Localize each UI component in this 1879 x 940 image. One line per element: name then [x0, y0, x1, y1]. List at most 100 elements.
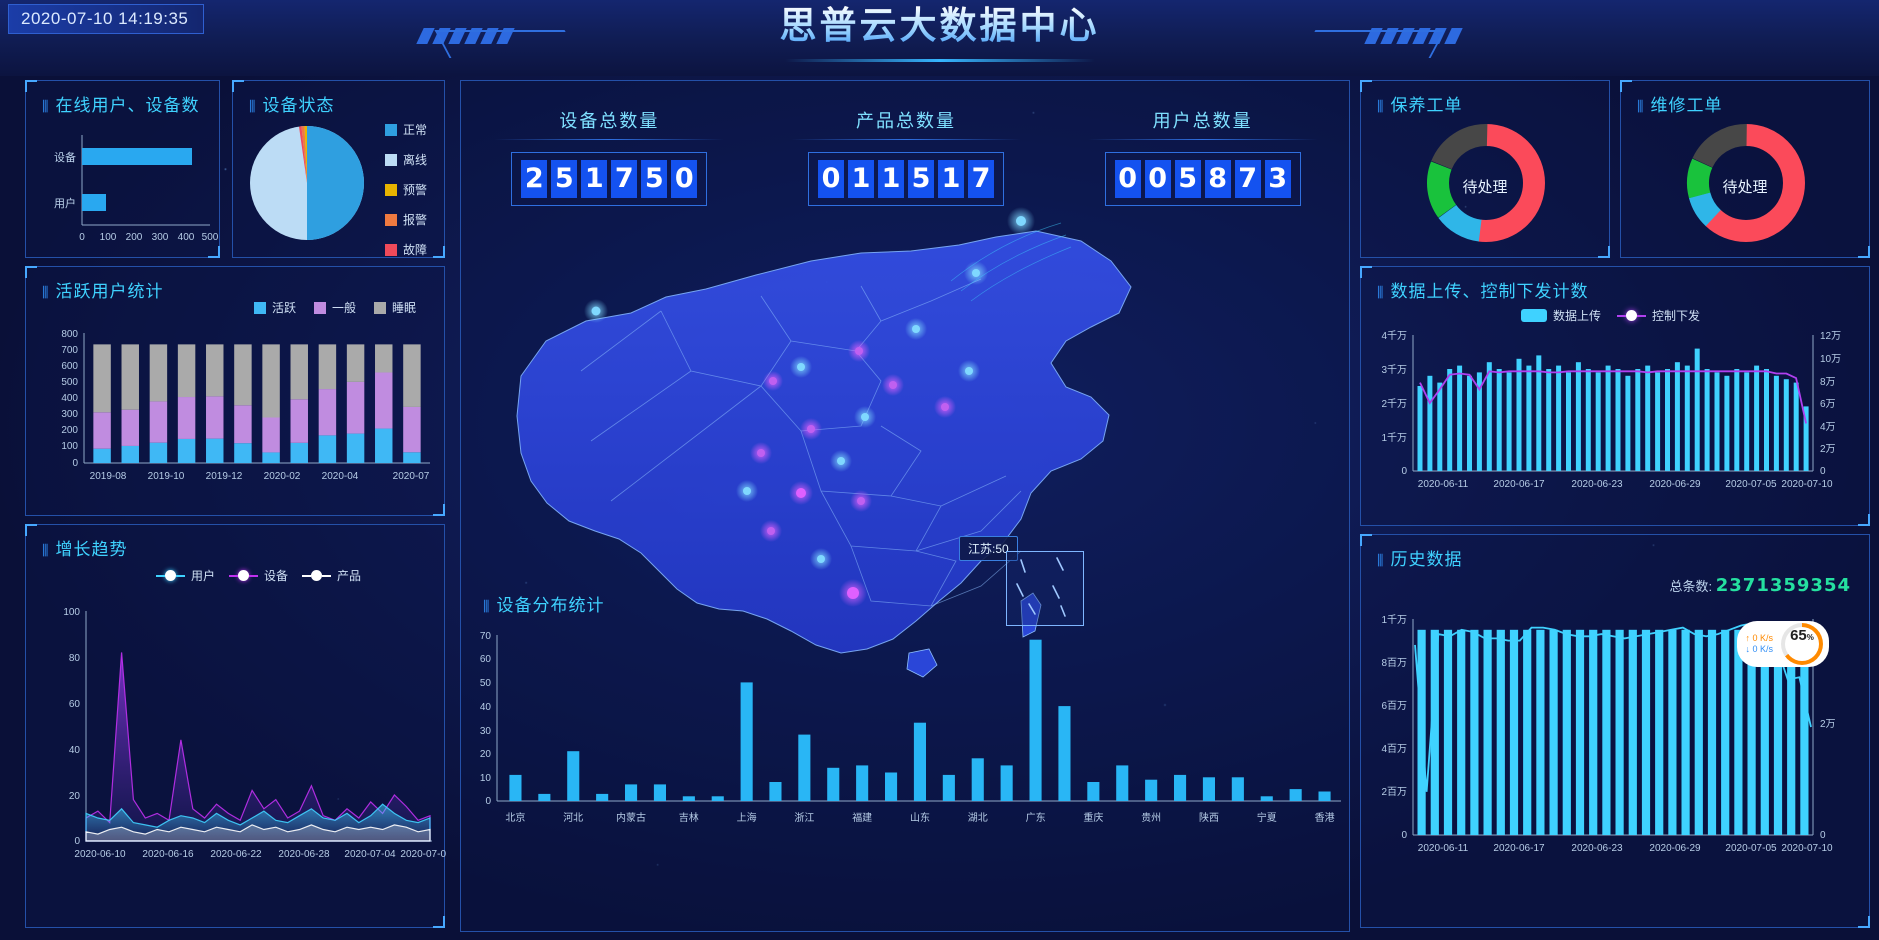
svg-text:1千万: 1千万	[1381, 614, 1407, 626]
bar-2019-12-一般	[206, 396, 224, 439]
network-speed-widget[interactable]: ↑ 0 K/s ↓ 0 K/s 65%	[1737, 621, 1829, 667]
legend-item-product[interactable]: 产品	[302, 567, 361, 584]
panel-growth-trend: ⫼ 增长趋势 用户 设备 产品 100 80 60 40	[25, 524, 446, 928]
legend-item-data-upload[interactable]: 数据上传	[1521, 307, 1601, 324]
bar-四川	[1116, 765, 1129, 801]
svg-text:2019-08: 2019-08	[90, 471, 127, 482]
panel-maintenance-order: ⫼ 保养工单 待处理	[1360, 80, 1610, 258]
counter-rule	[1087, 139, 1318, 140]
panel-title-device-dist: ⫼ 设备分布统计	[483, 596, 605, 615]
upload-speed: ↑ 0 K/s	[1745, 633, 1773, 643]
bar-辽宁	[653, 784, 666, 801]
digit-2: 1	[877, 160, 904, 198]
upload-bar-8	[1496, 369, 1502, 471]
upload-bar-28	[1694, 348, 1700, 471]
svg-text:4千万: 4千万	[1381, 330, 1407, 342]
bar-香港	[1318, 791, 1331, 801]
history-bar-18	[1655, 629, 1664, 835]
svg-text:50: 50	[480, 678, 492, 689]
svg-text:30: 30	[480, 726, 492, 737]
legend-item-alarm[interactable]: 报警	[385, 211, 427, 228]
upload-bar-14	[1556, 365, 1562, 471]
legend-item-control-dispatch[interactable]: 控制下发	[1617, 307, 1700, 324]
bar-广西	[1058, 706, 1071, 801]
legend-marker-product	[302, 570, 332, 581]
speed-values: ↑ 0 K/s ↓ 0 K/s	[1745, 633, 1773, 655]
svg-text:700: 700	[61, 345, 78, 356]
map-taiwan[interactable]	[1020, 592, 1042, 638]
xlabel-山东: 山东	[910, 811, 930, 824]
upload-bar-39	[1803, 406, 1809, 471]
svg-text:40: 40	[480, 702, 492, 713]
total-records: 总条数: 2371359354	[1670, 575, 1852, 596]
dashboard-title-wrap: 思普云大数据中心	[434, 0, 1445, 76]
bar-2019-11-一般	[177, 397, 196, 439]
legend-item-offline[interactable]: 离线	[385, 151, 427, 168]
donut-center-label-maint: 待处理	[1462, 179, 1508, 196]
legend-swatch-alarm	[385, 213, 397, 226]
bar-2020-01-睡眠	[234, 344, 252, 406]
svg-text:0: 0	[1401, 466, 1407, 477]
legend-marker-user	[156, 570, 185, 581]
minimap-lines	[1016, 557, 1066, 617]
bar-贵州	[1145, 779, 1158, 801]
legend-swatch-normal	[385, 123, 397, 136]
svg-text:2020-06-17: 2020-06-17	[1493, 843, 1545, 854]
upload-bar-6	[1476, 372, 1482, 471]
upload-bar-9	[1506, 372, 1512, 471]
digit-4: 1	[937, 160, 964, 198]
x-axis-ticks: 2020-06-11 2020-06-17 2020-06-23 2020-06…	[1418, 479, 1833, 490]
bar-安徽	[827, 767, 840, 801]
pie-slice-normal	[307, 126, 364, 240]
chart-online-users-devices: 设备 用户 0 100 200 300 400 500	[54, 135, 219, 243]
legend-item-general[interactable]: 一般	[313, 299, 356, 316]
x-axis-ticks: 2020-06-10 2020-06-16 2020-06-22 2020-06…	[74, 849, 446, 860]
panel-online-users-devices: ⫼ 在线用户、设备数 设备 用户 0 100 200 300 400 500	[25, 80, 220, 258]
legend-item-normal[interactable]: 正常	[385, 121, 427, 138]
pie-slice-fault	[299, 126, 307, 183]
digit-0: 2	[521, 160, 548, 198]
bar-2019-10-一般	[149, 401, 168, 443]
svg-text:2020-07-05: 2020-07-05	[1725, 843, 1777, 854]
chart-repair-donut	[1687, 124, 1805, 242]
legend-item-device[interactable]: 设备	[229, 567, 288, 584]
digit-2: 5	[1174, 160, 1201, 198]
legend-marker-device	[229, 570, 259, 581]
legend-item-fault[interactable]: 故障	[385, 241, 427, 258]
chart-device-distribution: 70 60 50 40 30 20 10 0 北京 河北 内蒙古 吉林 上海 浙江 福建 山东…	[480, 631, 1341, 824]
legend-item-sleep[interactable]: 睡眠	[373, 299, 416, 316]
svg-text:2020-07-04: 2020-07-04	[344, 849, 396, 860]
legend-item-user[interactable]: 用户	[156, 567, 215, 584]
svg-text:2020-07: 2020-07	[393, 471, 430, 482]
upload-bar-35	[1764, 369, 1769, 471]
svg-text:3千万: 3千万	[1381, 364, 1407, 376]
svg-text:2020-07-05: 2020-07-05	[1725, 479, 1777, 490]
upload-bar-25	[1665, 369, 1670, 471]
map-minimap-southsea[interactable]	[1006, 551, 1084, 626]
legend-swatch-upload	[1521, 309, 1547, 322]
legend-swatch-warning	[385, 183, 397, 196]
upload-bar-23	[1645, 365, 1651, 471]
bar-2020-05-睡眠	[346, 344, 365, 382]
map-hainan[interactable]	[906, 648, 938, 678]
digit-4: 5	[641, 160, 668, 198]
bar-山西	[596, 793, 609, 801]
history-bar-15	[1615, 629, 1624, 835]
bar-2019-08-活跃	[93, 448, 111, 463]
active-users-bars	[93, 344, 421, 463]
xlabel-湖北: 湖北	[968, 812, 988, 824]
legend-item-active[interactable]: 活跃	[253, 299, 296, 316]
bar-重庆	[1087, 782, 1100, 801]
svg-text:0: 0	[1820, 466, 1826, 477]
chart-upload-control: 4千万 3千万 2千万 1千万 0 12万 10万 8万 6万 4万 2万 0 …	[1381, 330, 1841, 490]
legend-item-warning[interactable]: 预警	[385, 181, 427, 198]
svg-text:2万: 2万	[1820, 444, 1836, 455]
svg-text:0: 0	[79, 232, 85, 243]
legend-upload-control: 数据上传 控制下发	[1521, 307, 1700, 324]
counter-caption-devices: 设备总数量	[559, 111, 660, 131]
cpu-gauge-value: 65%	[1785, 627, 1819, 661]
donut-segment-cyan	[1687, 124, 1805, 242]
panel-title-growth: ⫼ 增长趋势	[42, 540, 128, 559]
digit-3: 8	[1204, 160, 1231, 198]
